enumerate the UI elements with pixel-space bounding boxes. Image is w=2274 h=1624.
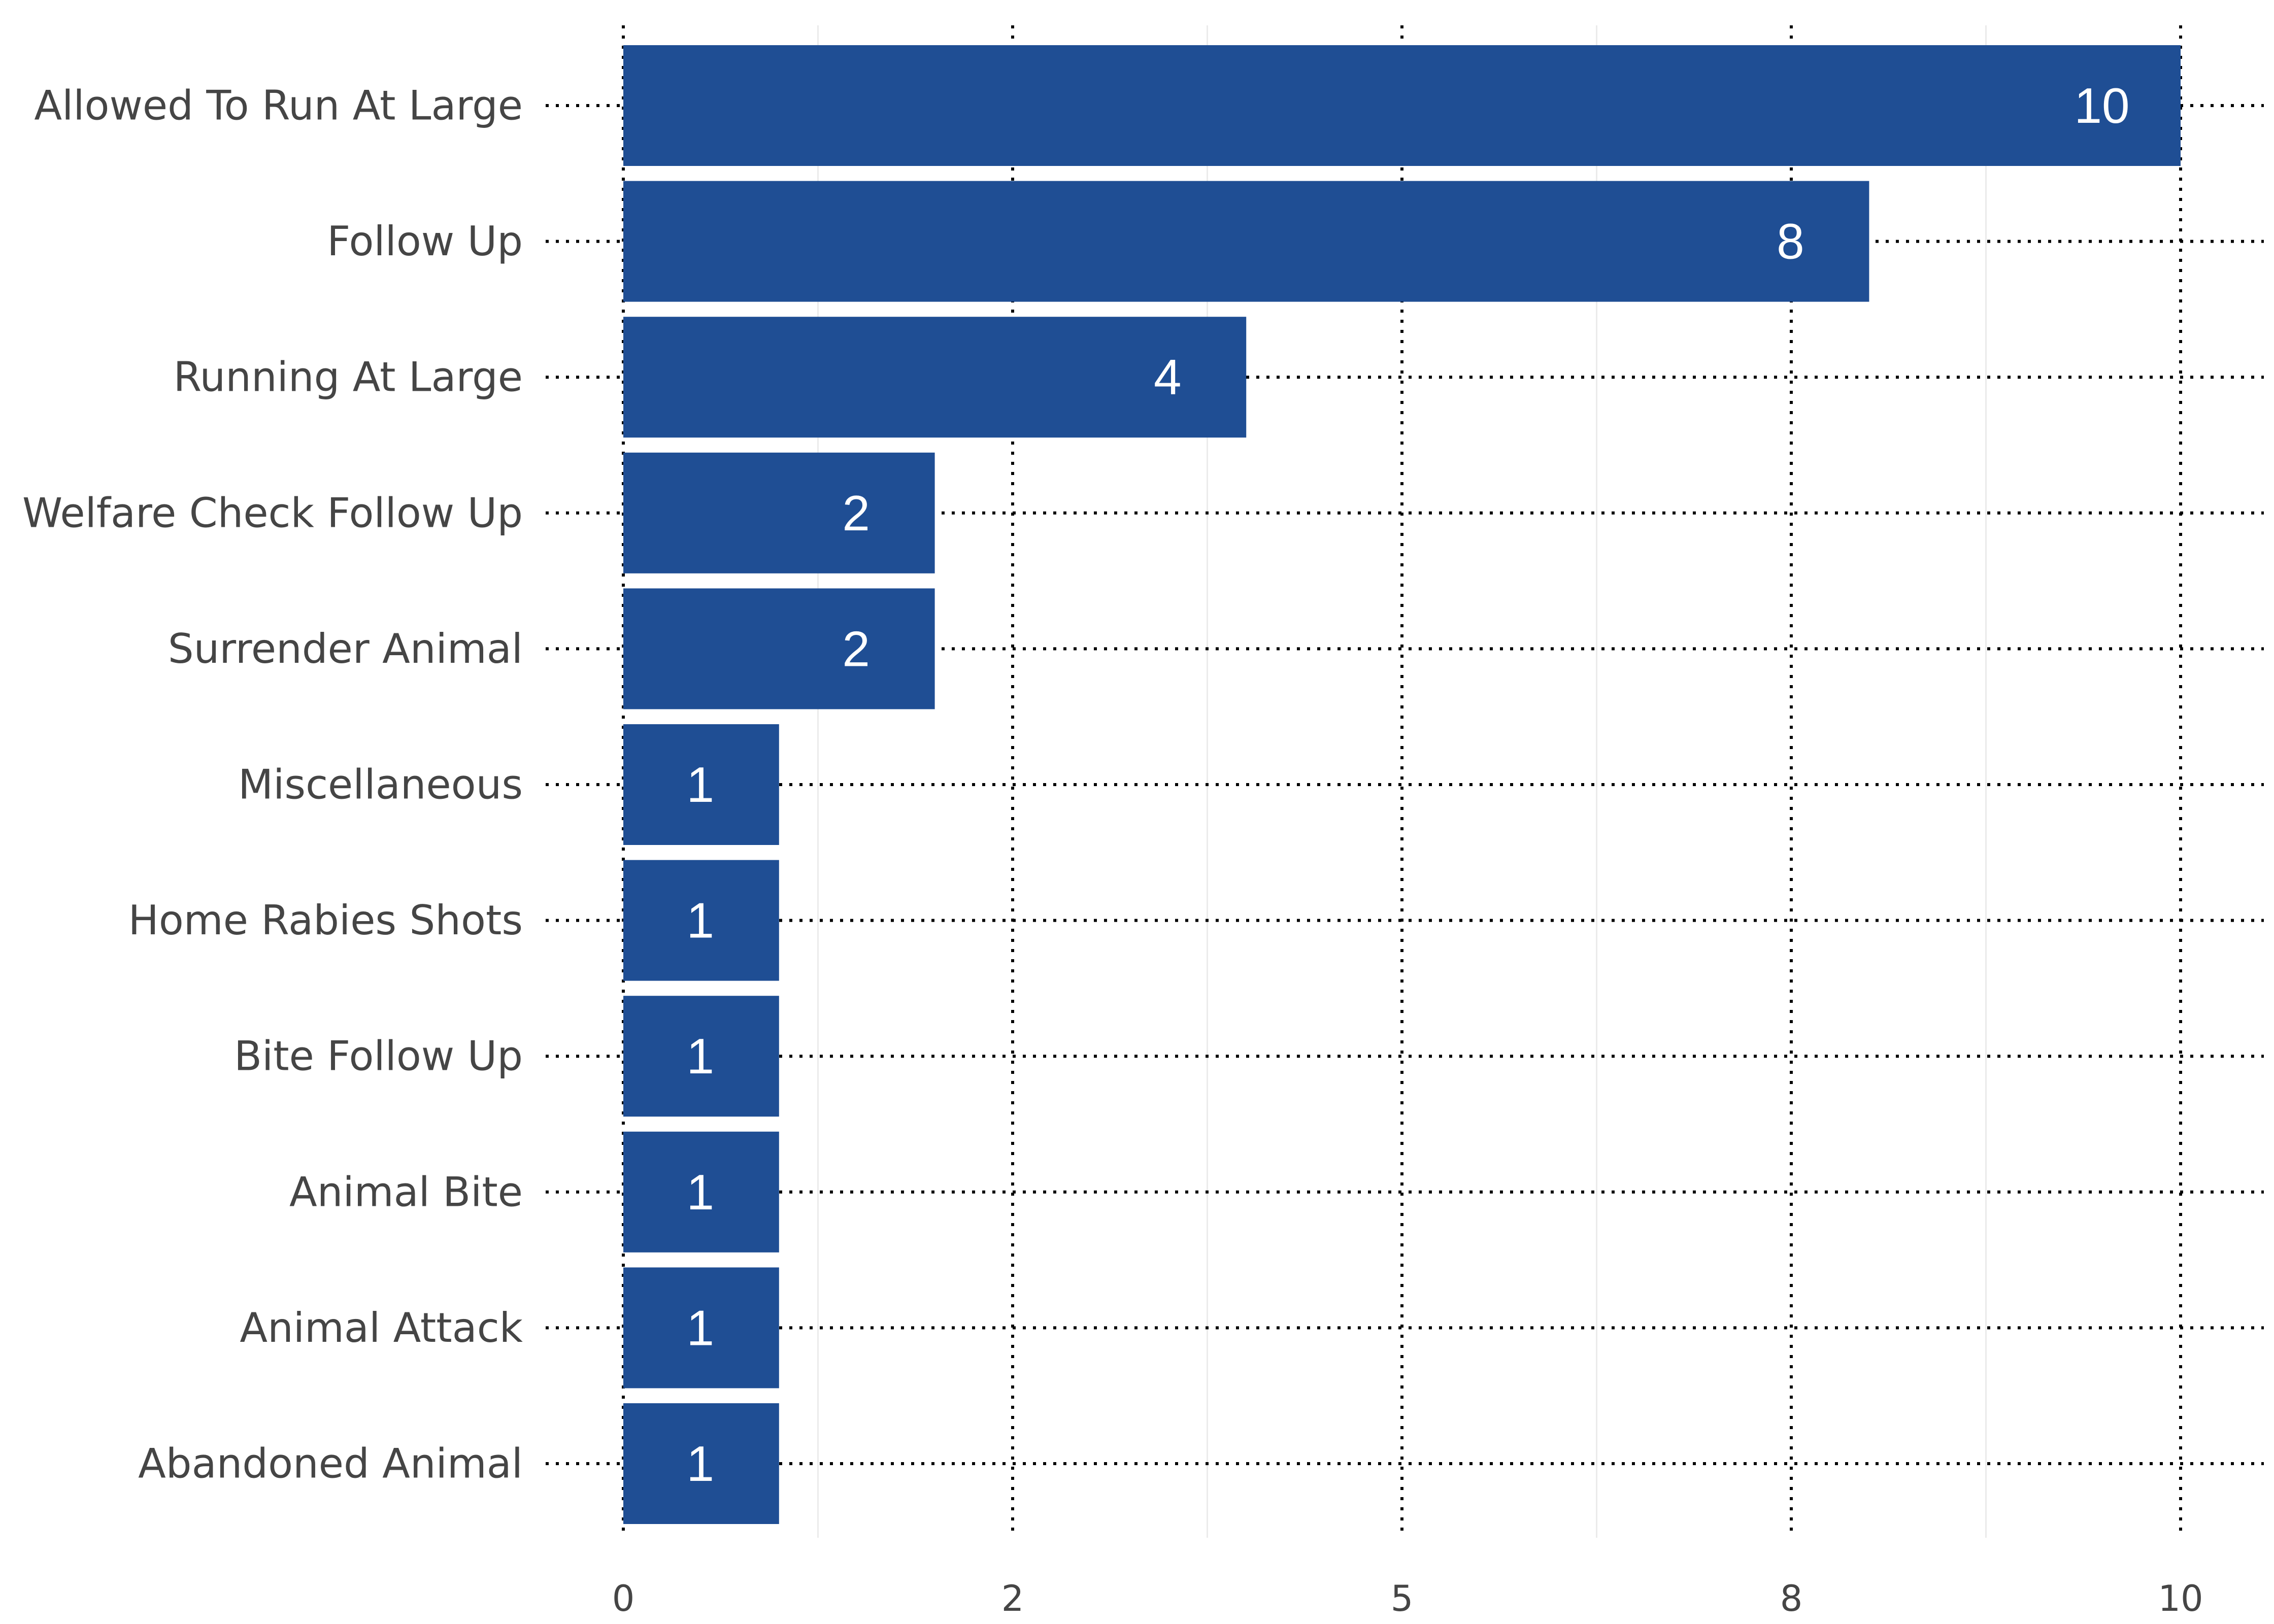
category-label: Animal Bite: [289, 1168, 523, 1215]
category-label: Welfare Check Follow Up: [22, 489, 523, 536]
bar-value-label: 1: [687, 757, 715, 813]
category-label: Follow Up: [327, 218, 523, 265]
category-label: Abandoned Animal: [138, 1440, 523, 1487]
bar-value-label: 2: [842, 485, 870, 541]
bar: [623, 181, 1869, 302]
bar: [623, 588, 935, 709]
bar: [623, 1403, 779, 1524]
bar: [623, 45, 2181, 166]
bar-value-label: 4: [1154, 349, 1182, 405]
bar: [623, 317, 1247, 438]
x-tick-label: 0: [612, 1578, 635, 1619]
bar: [623, 996, 779, 1117]
bar: [623, 452, 935, 573]
bar: [623, 860, 779, 981]
bar-value-label: 1: [687, 893, 715, 949]
category-label: Miscellaneous: [238, 761, 523, 808]
x-tick-label: 10: [2158, 1578, 2203, 1619]
bar-value-label: 2: [842, 621, 870, 676]
bar: [623, 1267, 779, 1389]
bar-value-label: 8: [1777, 214, 1804, 269]
category-label: Animal Attack: [240, 1304, 523, 1351]
category-labels: Allowed To Run At Large Follow Up Running …: [22, 82, 523, 1487]
category-label: Home Rabies Shots: [128, 897, 523, 944]
value-labels: 10 8 4 2 2 1 1 1 1 1 1: [687, 78, 2130, 1492]
bar-value-label: 1: [687, 1436, 715, 1492]
x-tick-label: 8: [1780, 1578, 1803, 1619]
bar-value-label: 10: [2074, 78, 2129, 133]
x-tick-label: 5: [1391, 1578, 1414, 1619]
bar: [623, 724, 779, 845]
bar-value-label: 1: [687, 1300, 715, 1356]
bar-value-label: 1: [687, 1028, 715, 1084]
x-tick-labels: 0 2 5 8 10: [612, 1578, 2203, 1619]
category-label: Allowed To Run At Large: [34, 82, 523, 129]
x-tick-label: 2: [1001, 1578, 1024, 1619]
category-label: Surrender Animal: [168, 625, 523, 672]
bar-value-label: 1: [687, 1164, 715, 1220]
bar: [623, 1131, 779, 1253]
category-label: Bite Follow Up: [234, 1033, 523, 1080]
category-label: Running At Large: [174, 354, 523, 401]
bar-series: [623, 45, 2181, 1524]
